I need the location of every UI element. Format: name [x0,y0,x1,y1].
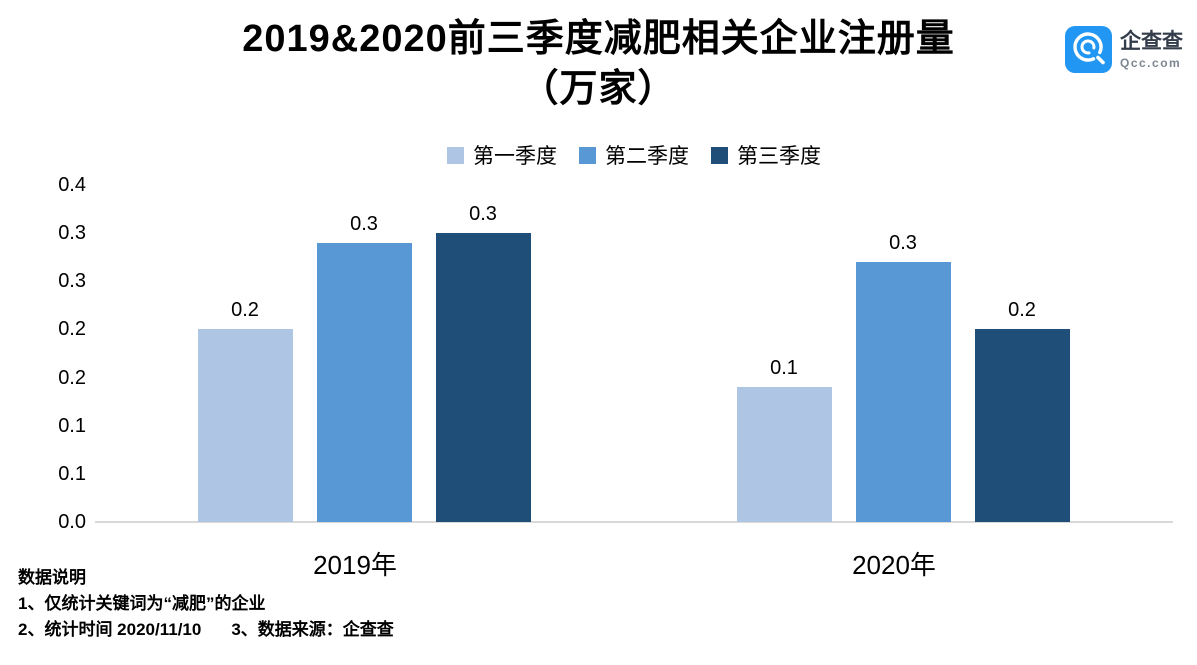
bar-2020年-第一季度 [736,387,832,522]
y-tick-label: 0.1 [58,462,86,485]
notes-heading: 数据说明 [18,568,86,587]
bar-value-label: 0.2 [231,299,259,322]
legend-swatch-icon [711,146,728,164]
bar-2020年-第三季度 [974,329,1070,522]
qcc-logo-domain: Qcc.com [1120,55,1182,70]
legend-label: 第三季度 [737,145,821,168]
notes-line1: 1、仅统计关键词为“减肥”的企业 [18,594,266,613]
bar-value-label: 0.1 [770,357,798,380]
notes-line2-right: 3、数据来源：企查查 [231,620,394,639]
qcc-logo-text: 企查查 Qcc.com [1120,29,1183,71]
bar-2020年-第二季度 [855,262,951,522]
chart-title: 2019&2020前三季度减肥相关企业注册量 （万家） [0,14,1197,114]
bar-value-label: 0.3 [889,232,917,255]
chart-title-line2: （万家） [520,68,677,110]
bar-2019年-第二季度 [316,242,412,522]
notes: 数据说明 1、仅统计关键词为“减肥”的企业 2、统计时间 2020/11/10 3… [18,565,394,643]
chart-title-line1: 2019&2020前三季度减肥相关企业注册量 [242,18,955,60]
y-tick-label: 0.2 [58,366,86,389]
bar-value-label: 0.2 [1008,299,1036,322]
legend-label: 第一季度 [473,145,557,168]
notes-line2-left: 2、统计时间 2020/11/10 [18,620,202,639]
y-tick-label: 0.4 [58,174,86,196]
bar-2019年-第一季度 [197,329,293,522]
x-axis-category-label: 2019年 [313,550,397,580]
legend-swatch-icon [579,146,596,164]
y-tick-label: 0.3 [58,270,86,293]
legend-label: 第二季度 [605,145,689,168]
qcc-logo-name: 企查查 [1120,29,1183,53]
notes-line2: 2、统计时间 2020/11/10 3、数据来源：企查查 [18,617,394,643]
y-tick-label: 0.1 [58,414,86,437]
y-tick-label: 0.0 [58,511,86,533]
bar-2019年-第三季度 [435,233,531,522]
legend-item: 第一季度 [447,140,557,170]
legend-swatch-icon [447,146,464,164]
bar-value-label: 0.3 [350,212,378,235]
qcc-logo-icon [1065,26,1112,73]
legend: 第一季度 第二季度 第三季度 [95,142,1173,168]
legend-item: 第二季度 [579,140,689,170]
bar-value-label: 0.3 [469,203,497,226]
legend-item: 第三季度 [711,140,821,170]
y-tick-label: 0.3 [58,222,86,245]
qcc-logo: 企查查 Qcc.com [1065,26,1183,73]
x-axis-line [95,521,1173,523]
x-axis-category-label: 2020年 [852,550,936,580]
y-tick-label: 0.2 [58,318,86,341]
